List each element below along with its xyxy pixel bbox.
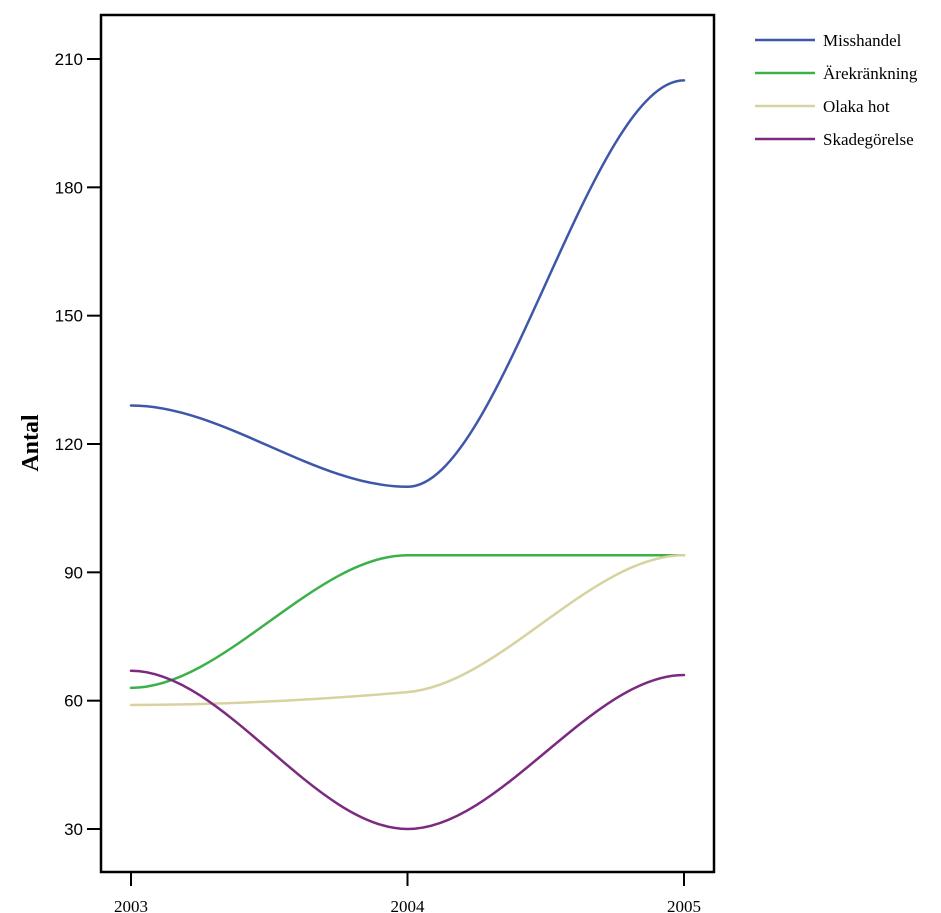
y-tick-label: 90 — [64, 563, 83, 582]
series-line-skadegorelse — [129, 669, 686, 831]
x-tick-label: 2005 — [667, 897, 701, 913]
legend-label-misshandel: Misshandel — [823, 31, 902, 50]
legend: Misshandel Ärekränkning Olaka hot Skadegöre… — [755, 31, 918, 149]
y-axis: 30 60 90 120 150 180 210 — [55, 50, 101, 839]
series-line-arekrankning — [129, 553, 686, 690]
x-tick-label: 2003 — [114, 897, 148, 913]
y-tick-label: 210 — [55, 50, 83, 69]
y-tick-label: 60 — [64, 692, 83, 711]
x-tick-label: 2004 — [391, 897, 426, 913]
plot-frame — [99, 13, 716, 874]
series-line-olaka-hot — [129, 553, 686, 707]
y-tick-label: 180 — [55, 178, 83, 197]
legend-label-skadegorelse: Skadegörelse — [823, 130, 914, 149]
y-tick-label: 150 — [55, 307, 83, 326]
series-lines — [129, 79, 686, 831]
y-axis-title: Antal — [18, 414, 44, 472]
y-tick-label: 30 — [64, 820, 83, 839]
series-line-misshandel — [129, 79, 686, 489]
x-axis: 2003 2004 2005 — [114, 872, 701, 913]
y-tick-label: 120 — [55, 435, 83, 454]
legend-label-arekrankning: Ärekränkning — [823, 64, 918, 83]
legend-label-olaka-hot: Olaka hot — [823, 97, 890, 116]
